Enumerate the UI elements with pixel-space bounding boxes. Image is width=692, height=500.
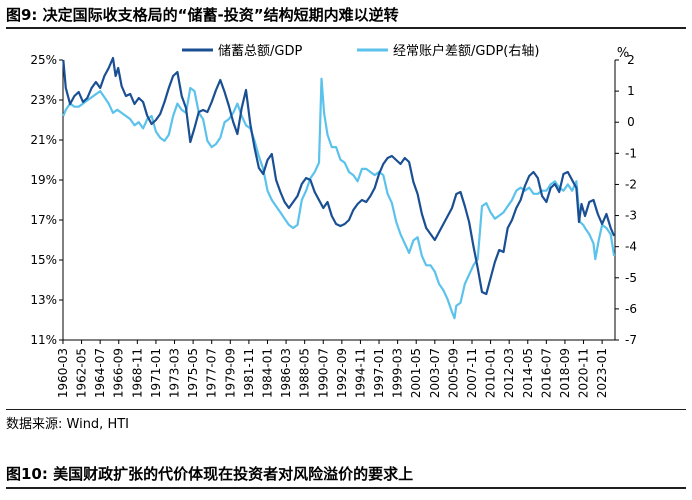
- legend-label-current-account: 经常账户差额/GDP(右轴): [393, 43, 539, 59]
- right-tick-label: -5: [625, 271, 637, 285]
- x-tick-label: 1962-05: [75, 348, 89, 398]
- x-tick-label: 1979-09: [223, 348, 237, 398]
- x-tick-label: 2014-05: [521, 348, 535, 398]
- left-tick-label: 13%: [30, 293, 57, 307]
- left-tick-label: 23%: [30, 93, 57, 107]
- x-axis-ticks: 1960-03 1962-05 1964-07 1966-09 1968-11 1971-…: [56, 340, 609, 398]
- right-tick-label: -7: [625, 333, 637, 347]
- left-tick-label: 25%: [30, 53, 57, 67]
- right-tick-label: -4: [625, 240, 637, 254]
- x-tick-label: 1960-03: [56, 348, 70, 398]
- source-rule: [6, 409, 686, 410]
- left-tick-label: 17%: [30, 213, 57, 227]
- right-tick-label: -2: [625, 177, 637, 191]
- x-tick-label: 1992-09: [335, 348, 349, 398]
- x-tick-label: 1988-05: [298, 348, 312, 398]
- x-tick-label: 1997-01: [372, 348, 386, 398]
- x-tick-label: 2018-09: [558, 348, 572, 398]
- right-tick-label: -3: [625, 209, 637, 223]
- x-tick-label: 1999-03: [391, 348, 405, 398]
- left-tick-label: 15%: [30, 253, 57, 267]
- right-axis-unit: %: [617, 46, 629, 61]
- x-tick-label: 2020-11: [577, 348, 591, 398]
- right-tick-label: -1: [625, 146, 637, 160]
- x-tick-label: 2010-01: [484, 348, 498, 398]
- left-tick-label: 21%: [30, 133, 57, 147]
- x-tick-label: 1977-07: [205, 348, 219, 398]
- figure-title: 图9: 决定国际收支格局的“储蓄-投资”结构短期内难以逆转: [6, 6, 399, 24]
- chart: 11%13%15%17%19%21%23%25%-7-6-5-4-3-2-101…: [30, 43, 637, 398]
- x-tick-label: 1964-07: [93, 348, 107, 398]
- x-tick-label: 1994-11: [353, 348, 367, 398]
- right-tick-label: 2: [627, 53, 635, 67]
- series-line-current-account: [62, 77, 616, 320]
- x-tick-label: 1966-09: [112, 348, 126, 398]
- x-tick-label: 1975-05: [186, 348, 200, 398]
- title-rule: [6, 27, 686, 29]
- x-tick-label: 2003-07: [428, 348, 442, 398]
- x-tick-label: 2005-09: [446, 348, 460, 398]
- left-tick-label: 19%: [30, 173, 57, 187]
- right-tick-label: 1: [627, 84, 635, 98]
- left-tick-label: 11%: [30, 333, 57, 347]
- x-tick-label: 1986-03: [279, 348, 293, 398]
- next-title-rule: [6, 487, 686, 489]
- x-tick-label: 2023-01: [595, 348, 609, 398]
- next-figure-title: 图10: 美国财政扩张的代价体现在投资者对风险溢价的要求上: [6, 465, 414, 483]
- right-tick-label: -6: [625, 302, 637, 316]
- series-line-savings: [62, 56, 616, 296]
- x-tick-label: 2001-05: [409, 348, 423, 398]
- x-tick-label: 2007-11: [465, 348, 479, 398]
- chart-axes: 11% 13% 15% 17% 19% 21% 23% 25% -7 -6 -5 -4 -3 -2 -1 0 1…: [30, 53, 637, 347]
- chart-lines: [62, 56, 616, 320]
- x-tick-label: 2016-07: [539, 348, 553, 398]
- x-tick-label: 1973-03: [168, 348, 182, 398]
- x-tick-label: 1981-11: [242, 348, 256, 398]
- x-tick-label: 1968-11: [130, 348, 144, 398]
- x-tick-label: 1990-07: [316, 348, 330, 398]
- legend-label-savings: 储蓄总额/GDP: [218, 44, 302, 59]
- x-tick-label: 1984-01: [260, 348, 274, 398]
- source-note: 数据来源: Wind, HTI: [6, 417, 129, 432]
- right-tick-label: 0: [627, 115, 635, 129]
- x-tick-label: 2012-03: [502, 348, 516, 398]
- legend: 储蓄总额/GDP 经常账户差额/GDP(右轴): [182, 43, 539, 59]
- x-tick-label: 1971-01: [149, 348, 163, 398]
